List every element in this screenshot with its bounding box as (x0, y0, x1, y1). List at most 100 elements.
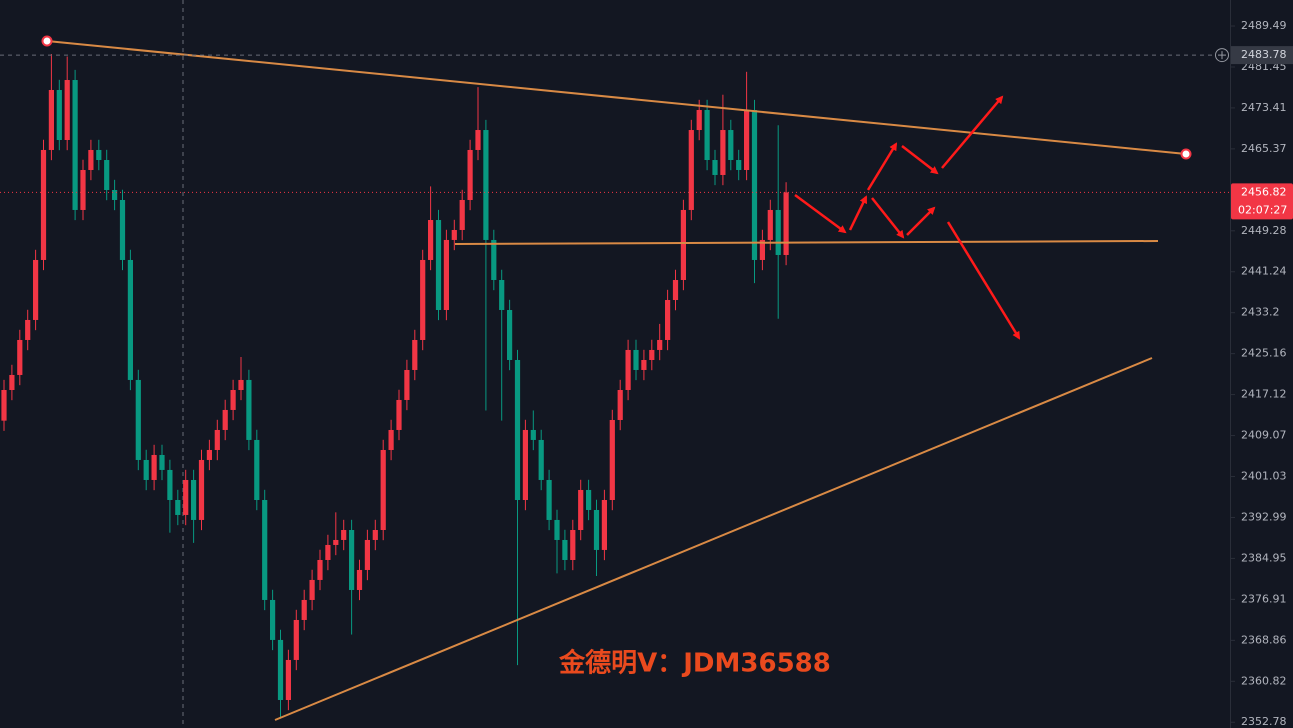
candle-body (183, 479, 189, 515)
y-tick-label: 2409.07 (1241, 429, 1287, 442)
crosshair-label-bg (1231, 46, 1293, 65)
candle-body (356, 569, 363, 590)
arrow (906, 206, 936, 236)
candle-body (285, 659, 291, 700)
y-tick-label: 2417.12 (1241, 388, 1287, 401)
candle-body (775, 209, 781, 255)
y-tick-label: 2392.99 (1241, 510, 1287, 523)
candle-body (759, 239, 765, 260)
countdown-label: 02:07:27 (1238, 203, 1287, 216)
candle-body (443, 239, 449, 310)
line-handle[interactable] (1180, 148, 1192, 160)
trend-line-top (46, 40, 1187, 155)
candle-body (657, 339, 663, 350)
forecast-arrows (794, 95, 1021, 340)
y-tick-label: 2425.16 (1241, 347, 1287, 360)
candle-body (96, 149, 102, 161)
candle-body (680, 209, 686, 280)
candle-body (380, 449, 386, 530)
y-tick-label: 2433.2 (1241, 306, 1280, 319)
candle-body (467, 149, 473, 200)
candle-body (167, 469, 173, 501)
candle-body (609, 419, 615, 501)
candle-body (546, 479, 552, 520)
candle-body (333, 539, 339, 545)
candle-body (522, 429, 528, 501)
watermark: 金德明V：JDM36588 (558, 648, 831, 679)
candle-body (80, 169, 86, 210)
last-price-label-bg (1231, 183, 1293, 220)
arrow (901, 145, 939, 175)
candle-body (475, 130, 481, 150)
candle-body (119, 199, 126, 260)
candle-body (736, 160, 742, 170)
candle-body (388, 429, 394, 450)
candle-body (56, 89, 62, 140)
price-axis (1230, 0, 1293, 728)
candle-body (507, 309, 513, 361)
candle-body (672, 279, 679, 301)
candle-body (112, 190, 118, 200)
candle-body (230, 389, 236, 410)
arrow (794, 193, 847, 234)
candle-body (601, 500, 607, 550)
y-tick-label: 2401.03 (1241, 470, 1287, 483)
arrow (946, 221, 1021, 340)
candle-body (649, 349, 655, 361)
candle-body (48, 89, 54, 150)
candle-body (72, 80, 78, 210)
y-tick-label: 2465.37 (1241, 142, 1287, 155)
candle-body (499, 279, 505, 310)
y-tick-label: 2376.91 (1241, 592, 1287, 605)
candle-body (491, 239, 497, 280)
candle-body (349, 529, 355, 590)
candle-body (64, 80, 70, 140)
candle-body (633, 349, 639, 370)
candle-body (744, 110, 750, 170)
candle-body (222, 409, 228, 430)
candle-body (420, 259, 426, 340)
y-tick-label: 2473.41 (1241, 101, 1287, 114)
trend-line-neckline (454, 240, 1159, 245)
candle-body (704, 110, 710, 161)
candle-body (412, 339, 418, 370)
candle-body (9, 374, 15, 390)
candle-body (404, 369, 410, 400)
trend-line-bottom (274, 357, 1153, 721)
candle-body (767, 209, 773, 240)
candle-body (364, 539, 370, 570)
candle-body (586, 489, 592, 510)
candle-body (554, 519, 560, 540)
candle-body (483, 130, 489, 240)
candle-body (325, 544, 331, 560)
y-tick-label: 2489.49 (1241, 19, 1287, 32)
candle-body (538, 439, 544, 480)
candle-body (159, 454, 165, 470)
candle-body (198, 459, 205, 520)
candle-body (254, 439, 260, 501)
y-tick-label: 2449.28 (1241, 224, 1287, 237)
candle-body (293, 619, 299, 660)
candle-body (372, 529, 378, 540)
candle-body (578, 489, 584, 530)
candle-body (301, 599, 307, 620)
line-handle[interactable] (41, 35, 53, 47)
candle-body (262, 500, 268, 600)
candle-body (514, 360, 521, 501)
candle-body (530, 429, 536, 440)
candle-body (435, 220, 442, 310)
candle-body (712, 160, 718, 175)
candle-body (665, 300, 671, 340)
candle-body (451, 229, 457, 240)
candle-body (25, 319, 31, 340)
candle-body (728, 130, 734, 161)
candle-body (135, 379, 141, 460)
candle-body (127, 259, 133, 380)
candle-body (617, 389, 623, 420)
candle-body (593, 509, 600, 550)
candle-body (720, 130, 726, 175)
candle-body (625, 349, 631, 390)
candle-body (270, 599, 276, 640)
candle-body (570, 529, 576, 560)
